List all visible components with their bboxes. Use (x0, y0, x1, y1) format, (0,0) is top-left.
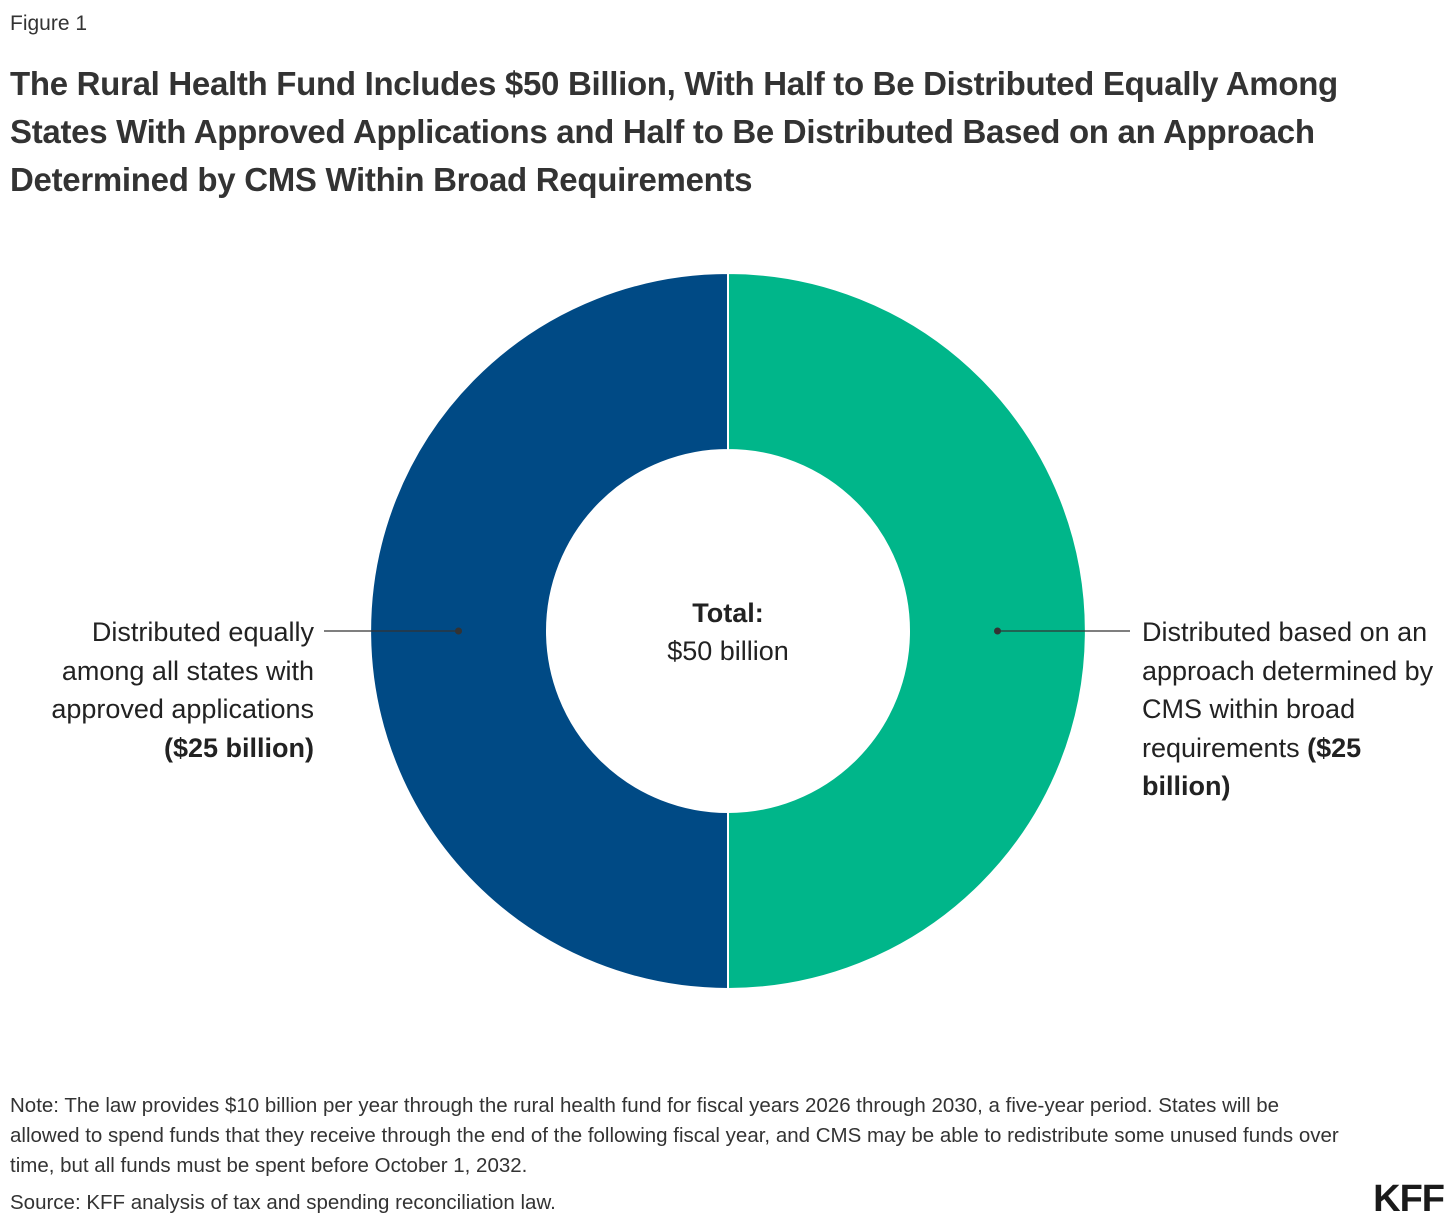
chart-title: The Rural Health Fund Includes $50 Billi… (10, 65, 1338, 198)
slice-label-equal-distribution: Distributed equally among all states wit… (4, 613, 314, 767)
figure-label: Figure 1 (10, 12, 88, 35)
slice-label-equal-text: Distributed equally among all states wit… (51, 617, 314, 724)
slice-value-cms: ($25 billion) (1142, 732, 1362, 802)
center-total-value: $50 billion (667, 636, 789, 666)
center-total-label: Total: $50 billion (628, 594, 828, 670)
slice-label-cms-distribution: Distributed based on an approach determi… (1142, 613, 1442, 806)
donut-slice-equal-distribution (369, 271, 729, 991)
donut-slice-cms-approach (727, 271, 1087, 991)
leader-dot-right (994, 627, 1001, 635)
center-total-heading: Total: (692, 598, 764, 628)
kff-logo: KFF (1373, 1178, 1445, 1220)
slice-label-cms-text: Distributed based on an approach determi… (1142, 617, 1434, 763)
slice-value-equal: ($25 billion) (163, 732, 314, 763)
chart-source: Source: KFF analysis of tax and spending… (10, 1191, 556, 1214)
chart-note: Note: The law provides $10 billion per y… (10, 1094, 1339, 1177)
leader-dot-left (455, 627, 462, 635)
